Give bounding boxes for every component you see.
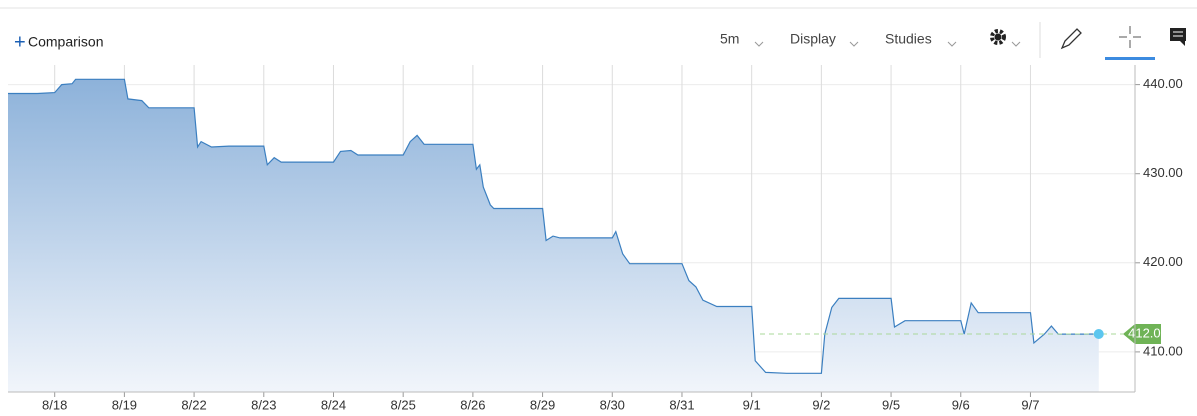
x-tick-label: 8/18	[42, 397, 67, 412]
chevron	[947, 41, 957, 47]
display-button[interactable]: Display	[790, 31, 836, 47]
draw-icon[interactable]	[1060, 28, 1082, 50]
x-tick-label: 9/2	[812, 397, 830, 412]
x-tick-label: 8/29	[530, 397, 555, 412]
x-tick-label: 8/22	[181, 397, 206, 412]
last-point	[1093, 328, 1104, 339]
x-tick-label: 9/5	[882, 397, 900, 412]
x-tick-label: 8/23	[251, 397, 276, 412]
x-tick-label: 8/26	[460, 397, 485, 412]
x-tick-label: 9/1	[743, 397, 761, 412]
x-tick-label: 8/24	[321, 397, 346, 412]
toolbar: + Comparison 5m Display Studies	[14, 22, 1186, 60]
x-tick-label: 8/19	[112, 397, 137, 412]
chevron	[849, 41, 859, 47]
y-tick-label: 420.00	[1143, 254, 1183, 269]
studies-button[interactable]: Studies	[885, 31, 932, 47]
x-tick-label: 9/7	[1021, 397, 1039, 412]
comment-icon[interactable]	[1170, 28, 1186, 46]
y-tick-label: 410.00	[1143, 343, 1183, 358]
interval-button[interactable]: 5m	[720, 31, 739, 47]
active-tool-underline	[1105, 57, 1155, 60]
x-tick-label: 8/31	[669, 397, 694, 412]
area-fill	[8, 79, 1099, 393]
x-tick-label: 8/30	[600, 397, 625, 412]
settings-icon[interactable]	[990, 29, 1006, 45]
comparison-button[interactable]: Comparison	[28, 34, 103, 50]
y-tick-label: 430.00	[1143, 165, 1183, 180]
price-line	[8, 78, 1099, 374]
last-price-tag	[1123, 323, 1161, 344]
chevron	[1011, 41, 1021, 47]
y-tick-label: 440.00	[1143, 76, 1183, 91]
plot-area: 410.00 420.00 430.00 440.00 8/18 8/19 8/22 8/23…	[8, 65, 1183, 412]
crosshair-icon[interactable]	[1119, 26, 1141, 48]
plus-icon[interactable]: +	[14, 31, 26, 53]
x-tick-label: 8/25	[391, 397, 416, 412]
last-price-label: 412.01	[1128, 325, 1168, 340]
chevron	[754, 41, 764, 47]
x-tick-label: 9/6	[952, 397, 970, 412]
